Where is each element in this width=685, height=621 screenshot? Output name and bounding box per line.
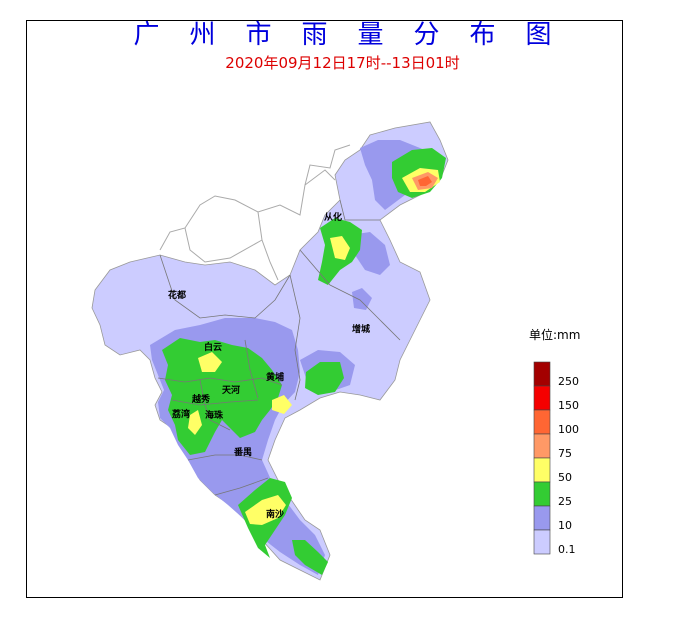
- legend-label: 100: [558, 423, 579, 436]
- legend-label: 0.1: [558, 543, 576, 556]
- label-yuexiu: 越秀: [191, 393, 210, 405]
- rain-region-100: [418, 176, 432, 186]
- legend-label: 75: [558, 447, 572, 460]
- legend-swatch: [533, 457, 551, 483]
- legend-swatch: [533, 505, 551, 531]
- legend-label: 10: [558, 519, 572, 532]
- label-conghua: 从化: [324, 211, 342, 223]
- label-liwan: 荔湾: [171, 408, 190, 420]
- legend-swatch: [533, 409, 551, 435]
- legend-label: 25: [558, 495, 572, 508]
- legend-swatch: [533, 529, 551, 555]
- map-subtitle: 2020年09月12日17时--13日01时: [225, 54, 460, 72]
- legend-swatches: [533, 361, 551, 555]
- legend-label: 250: [558, 375, 579, 388]
- legend-swatch: [533, 481, 551, 507]
- label-panyu: 番禺: [233, 446, 252, 458]
- label-tianhe: 天河: [222, 384, 240, 396]
- map-title: 广州市雨量分布图: [133, 20, 582, 50]
- label-zengcheng: 增城: [352, 323, 370, 335]
- legend-swatch: [533, 385, 551, 411]
- district-boundaries: [157, 199, 401, 496]
- legend-swatch: [533, 361, 551, 387]
- legend: 250 150 100 75 50 25 10 0.1: [533, 361, 579, 556]
- legend-labels: 250 150 100 75 50 25 10 0.1: [558, 375, 579, 556]
- label-haizhu: 海珠: [205, 409, 224, 421]
- label-nansha: 南沙: [266, 508, 284, 520]
- label-baiyun: 白云: [204, 341, 222, 353]
- unit-label: 单位:mm: [529, 328, 581, 342]
- legend-label: 150: [558, 399, 579, 412]
- legend-label: 50: [558, 471, 572, 484]
- legend-swatch: [533, 433, 551, 459]
- label-huadu: 花都: [168, 289, 186, 301]
- place-labels: 从化 花都 增城 白云 黄埔 天河 越秀 荔湾 海珠 番禺 南沙: [168, 211, 370, 520]
- label-huangpu: 黄埔: [266, 371, 284, 383]
